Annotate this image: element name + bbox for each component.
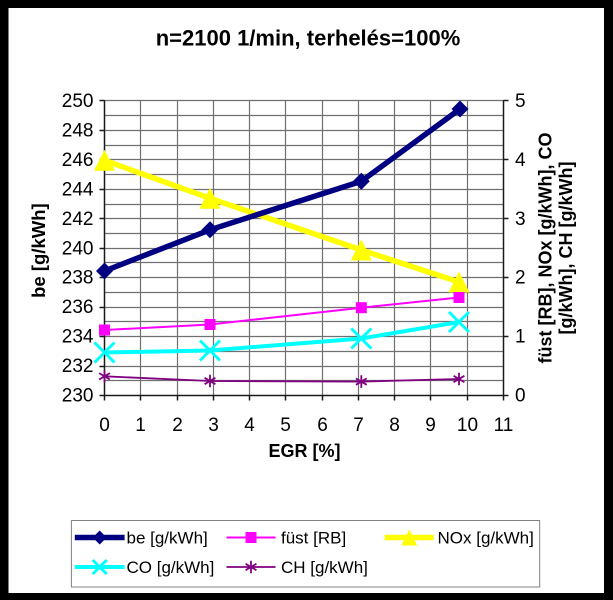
svg-text:7: 7 bbox=[353, 415, 364, 436]
svg-text:234: 234 bbox=[62, 327, 94, 348]
svg-text:2: 2 bbox=[172, 415, 183, 436]
svg-text:[g/kWh], CH [g/kWh]: [g/kWh], CH [g/kWh] bbox=[556, 162, 576, 335]
svg-text:n=2100 1/min, terhelés=100%: n=2100 1/min, terhelés=100% bbox=[156, 26, 461, 51]
svg-text:füst [RB]: füst [RB] bbox=[281, 529, 346, 548]
svg-text:244: 244 bbox=[62, 179, 94, 200]
svg-text:NOx [g/kWh]: NOx [g/kWh] bbox=[438, 529, 534, 548]
svg-text:250: 250 bbox=[62, 91, 94, 112]
svg-text:3: 3 bbox=[515, 209, 526, 230]
svg-text:238: 238 bbox=[62, 268, 94, 289]
svg-text:4: 4 bbox=[515, 150, 526, 171]
svg-text:10: 10 bbox=[457, 415, 478, 436]
svg-text:11: 11 bbox=[494, 415, 514, 436]
svg-text:242: 242 bbox=[62, 209, 94, 230]
svg-text:5: 5 bbox=[280, 415, 291, 436]
svg-text:CH [g/kWh]: CH [g/kWh] bbox=[281, 558, 368, 577]
svg-text:3: 3 bbox=[208, 415, 219, 436]
svg-text:8: 8 bbox=[389, 415, 400, 436]
svg-text:248: 248 bbox=[62, 120, 94, 141]
svg-text:0: 0 bbox=[99, 415, 110, 436]
svg-text:236: 236 bbox=[62, 297, 94, 318]
svg-text:1: 1 bbox=[135, 415, 146, 436]
svg-text:0: 0 bbox=[515, 386, 526, 407]
svg-text:246: 246 bbox=[62, 150, 94, 171]
svg-text:CO [g/kWh]: CO [g/kWh] bbox=[127, 558, 215, 577]
svg-text:be [g/kWh]: be [g/kWh] bbox=[127, 529, 208, 548]
svg-text:6: 6 bbox=[317, 415, 328, 436]
svg-text:4: 4 bbox=[244, 415, 255, 436]
svg-text:2: 2 bbox=[515, 268, 526, 289]
svg-text:9: 9 bbox=[425, 415, 436, 436]
svg-text:230: 230 bbox=[62, 386, 94, 407]
svg-text:füst [RB], NOx [g/kWh], CO: füst [RB], NOx [g/kWh], CO bbox=[536, 133, 556, 364]
svg-text:240: 240 bbox=[62, 238, 94, 259]
svg-text:be [g/kWh]: be [g/kWh] bbox=[28, 203, 49, 298]
svg-text:5: 5 bbox=[515, 91, 526, 112]
svg-text:1: 1 bbox=[515, 327, 526, 348]
svg-text:EGR [%]: EGR [%] bbox=[269, 441, 341, 461]
svg-text:232: 232 bbox=[62, 356, 94, 377]
